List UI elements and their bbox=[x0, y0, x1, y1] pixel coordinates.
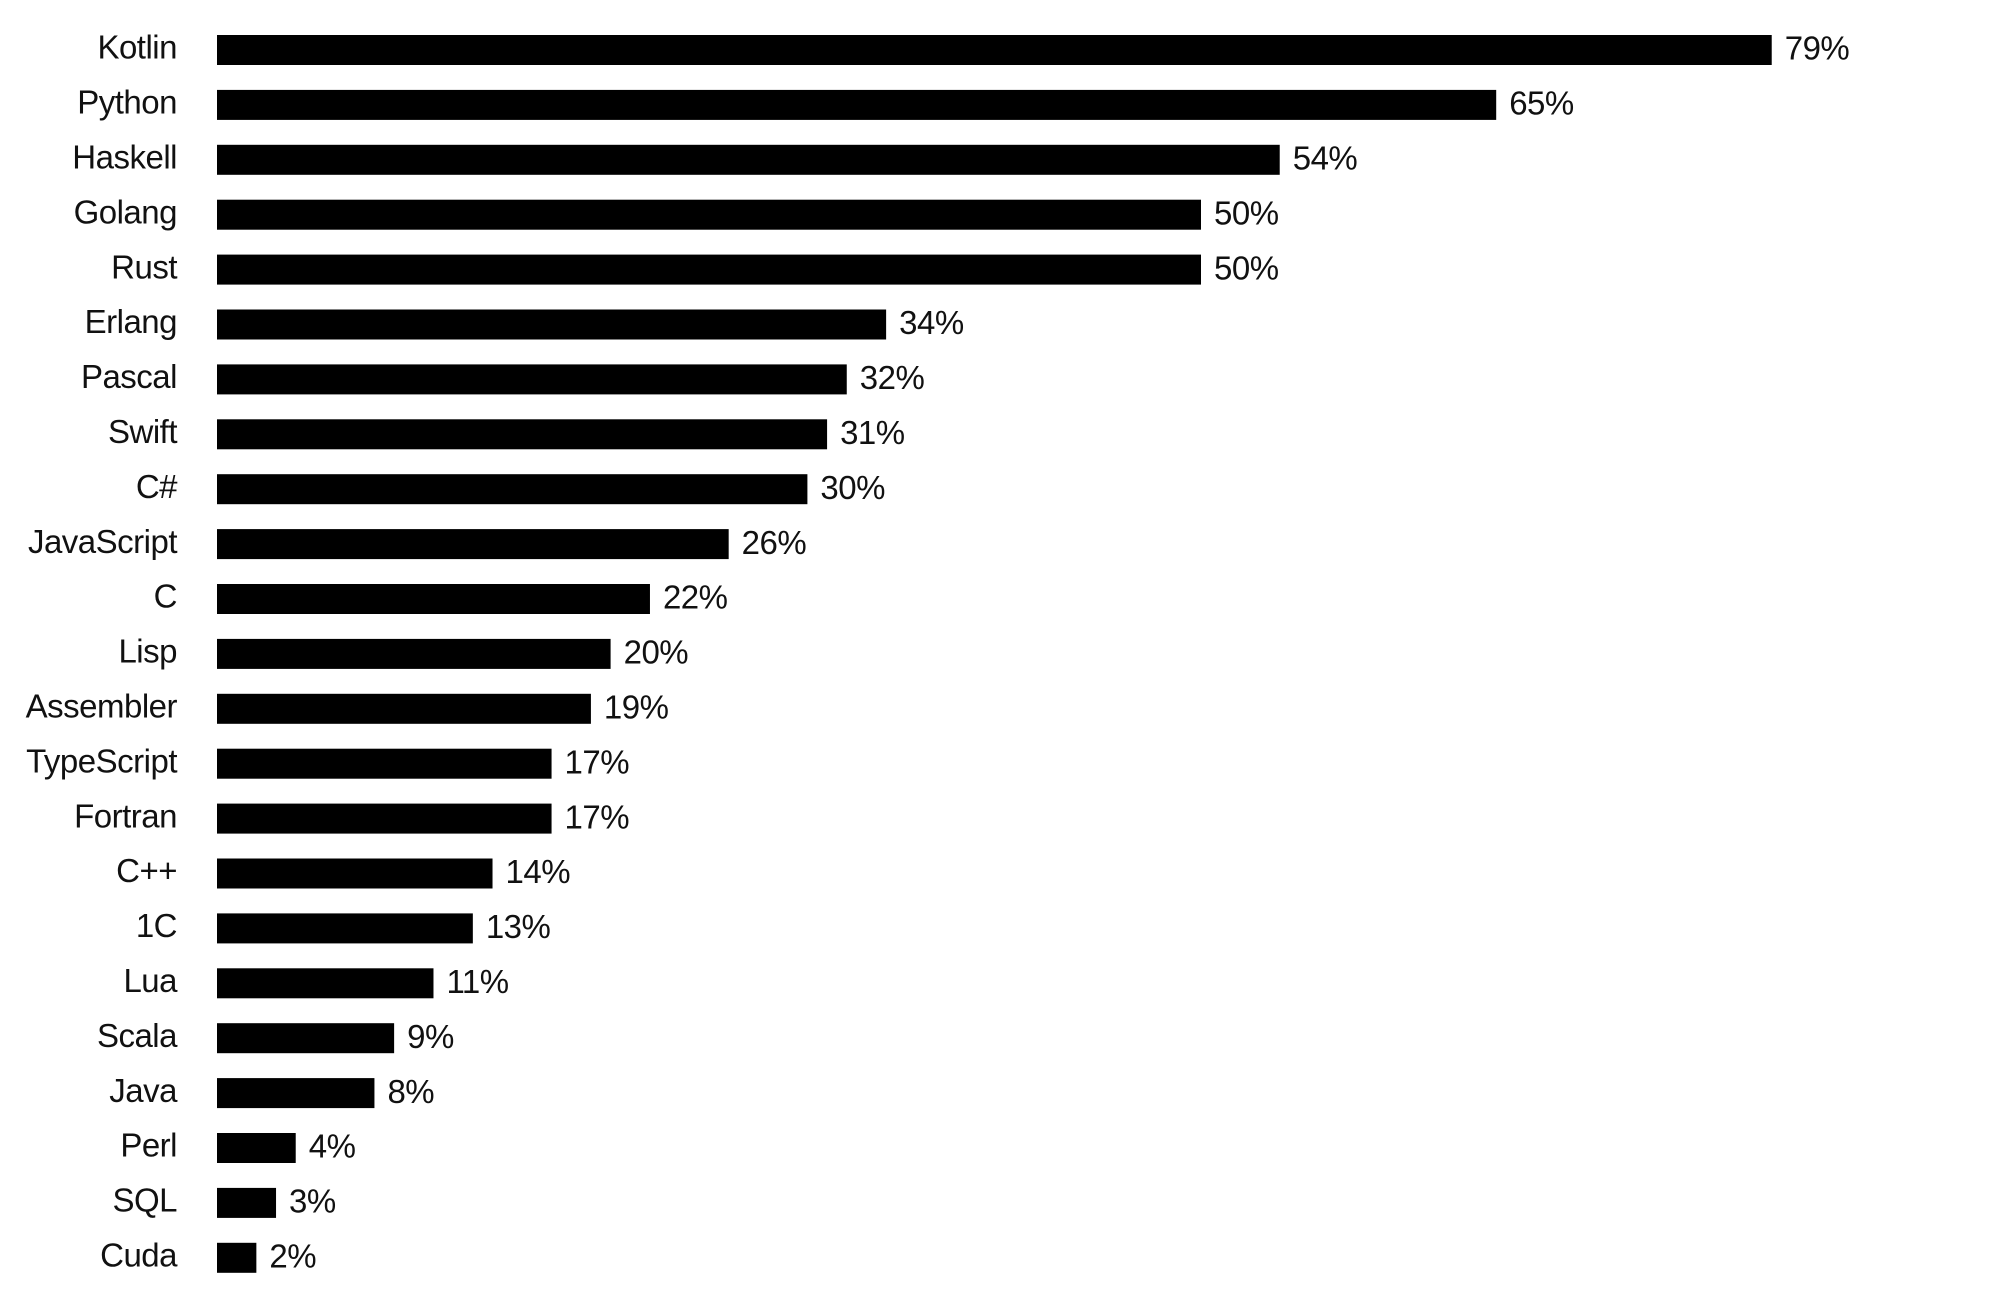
category-label: 1C bbox=[136, 907, 177, 944]
category-label: Cuda bbox=[100, 1237, 178, 1274]
bar bbox=[217, 584, 650, 614]
bar bbox=[217, 199, 1201, 230]
value-label: 54% bbox=[1293, 140, 1358, 177]
bar bbox=[217, 1078, 375, 1109]
bar bbox=[217, 419, 828, 450]
value-label: 30% bbox=[820, 469, 885, 506]
value-label: 50% bbox=[1214, 249, 1279, 286]
value-label: 22% bbox=[663, 579, 728, 616]
category-label: Swift bbox=[108, 413, 177, 450]
category-label: C++ bbox=[116, 852, 177, 889]
bar bbox=[217, 968, 434, 999]
category-label: TypeScript bbox=[26, 742, 177, 779]
category-label: Assembler bbox=[26, 688, 178, 725]
bar bbox=[217, 364, 847, 395]
bar bbox=[217, 1133, 296, 1163]
value-label: 17% bbox=[565, 798, 630, 835]
bar bbox=[217, 144, 1280, 175]
bar bbox=[217, 309, 887, 340]
value-label: 20% bbox=[624, 634, 689, 671]
bar bbox=[217, 89, 1497, 120]
bar bbox=[217, 35, 1772, 65]
category-label: Pascal bbox=[81, 358, 177, 395]
value-label: 9% bbox=[407, 1018, 454, 1055]
category-label: Rust bbox=[111, 248, 177, 285]
category-label: JavaScript bbox=[28, 523, 177, 560]
value-label: 13% bbox=[486, 908, 551, 945]
value-label: 4% bbox=[309, 1128, 356, 1165]
bar bbox=[217, 1187, 277, 1218]
category-label: Fortran bbox=[74, 797, 177, 834]
bar bbox=[217, 474, 808, 505]
category-label: Erlang bbox=[85, 303, 177, 340]
value-label: 19% bbox=[604, 689, 669, 726]
bar bbox=[217, 748, 552, 779]
value-label: 2% bbox=[269, 1238, 316, 1275]
value-label: 79% bbox=[1785, 30, 1850, 67]
category-label: Kotlin bbox=[97, 29, 177, 66]
value-label: 11% bbox=[446, 963, 508, 1000]
category-label: Perl bbox=[120, 1127, 177, 1164]
bar bbox=[217, 1023, 395, 1054]
bar bbox=[217, 913, 473, 944]
value-label: 50% bbox=[1214, 194, 1279, 231]
category-label: SQL bbox=[112, 1182, 177, 1219]
category-label: Lisp bbox=[118, 633, 177, 670]
category-label: Python bbox=[77, 84, 177, 121]
value-label: 8% bbox=[387, 1073, 434, 1110]
category-label: Lua bbox=[123, 962, 178, 999]
category-label: Scala bbox=[97, 1017, 178, 1054]
category-label: C bbox=[154, 578, 177, 615]
bar bbox=[217, 254, 1201, 285]
bar bbox=[217, 693, 591, 724]
value-label: 31% bbox=[840, 414, 905, 451]
bar bbox=[217, 529, 729, 560]
value-label: 65% bbox=[1509, 85, 1574, 122]
category-label: C# bbox=[136, 468, 178, 505]
category-label: Haskell bbox=[72, 139, 177, 176]
bar bbox=[217, 858, 493, 889]
bar bbox=[217, 638, 611, 669]
value-label: 17% bbox=[565, 743, 630, 780]
value-label: 32% bbox=[860, 359, 925, 396]
bar bbox=[217, 803, 552, 834]
value-label: 26% bbox=[742, 524, 807, 561]
value-label: 34% bbox=[899, 304, 964, 341]
category-label: Golang bbox=[74, 193, 177, 230]
value-label: 14% bbox=[506, 853, 571, 890]
value-label: 3% bbox=[289, 1183, 336, 1220]
category-label: Java bbox=[109, 1072, 178, 1109]
bar bbox=[217, 1242, 257, 1273]
